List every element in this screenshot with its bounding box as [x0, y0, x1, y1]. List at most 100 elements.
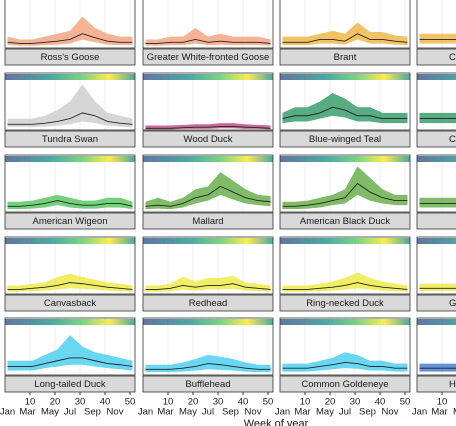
mean-line	[145, 126, 271, 129]
mean-line	[145, 283, 271, 290]
confidence-band	[145, 28, 271, 46]
observation-strip	[5, 156, 135, 162]
strip-label: Canvasback	[44, 298, 97, 309]
x-tick-label: 10	[25, 397, 36, 408]
panel-border	[416, 236, 456, 295]
panel-border	[279, 236, 411, 295]
panel-border	[142, 0, 274, 49]
x-tick-label: 40	[375, 397, 386, 408]
strip-label: C	[449, 52, 456, 63]
confidence-band	[7, 335, 133, 371]
strip-label: Tundra Swan	[42, 134, 98, 145]
strip-label: Ross's Goose	[41, 52, 100, 63]
month-tick-label: Jan	[0, 407, 15, 418]
confidence-band	[282, 272, 408, 292]
month-tick-label: Jul	[202, 407, 214, 418]
strip-label: Long-tailed Duck	[34, 379, 106, 390]
x-tick-label: 40	[238, 397, 249, 408]
strip	[416, 375, 456, 393]
strip	[416, 212, 456, 230]
strip-label: Mallard	[192, 216, 223, 227]
panel-border	[279, 0, 411, 49]
panel-border	[142, 236, 274, 295]
mean-line	[282, 362, 408, 369]
x-tick-label: 30	[350, 397, 361, 408]
mean-line	[7, 357, 133, 367]
month-tick-label: Mar	[431, 407, 447, 418]
observation-strip	[417, 238, 456, 244]
strip-label: C	[449, 134, 456, 145]
strip-label: Blue-winged Teal	[309, 134, 381, 145]
strip	[416, 130, 456, 148]
panel-background	[143, 73, 273, 130]
panel-border	[4, 154, 136, 213]
strip	[142, 375, 274, 393]
strip	[279, 212, 411, 230]
observation-strip	[5, 319, 135, 325]
strip	[279, 294, 411, 312]
x-tick-label: 20	[188, 397, 199, 408]
observation-strip	[143, 156, 273, 162]
observation-strip	[280, 156, 410, 162]
strip-label: American Wigeon	[33, 216, 108, 227]
panel-border	[142, 317, 274, 376]
strip	[4, 130, 136, 148]
x-tick-label: 10	[300, 397, 311, 408]
panel-border	[4, 236, 136, 295]
x-tick-label: 30	[75, 397, 86, 408]
x-tick-label: 50	[263, 397, 274, 408]
observation-strip	[5, 74, 135, 80]
confidence-band	[419, 112, 456, 124]
month-tick-label: Nov	[245, 407, 262, 418]
month-tick-label: Jan	[412, 407, 427, 418]
panel-border	[279, 317, 411, 376]
confidence-band	[419, 283, 456, 292]
panel-border	[416, 72, 456, 131]
x-tick-label: 20	[50, 397, 61, 408]
month-tick-label: Mar	[157, 407, 173, 418]
strip-label: American Black Duck	[300, 216, 391, 227]
strip-label: Hoo	[449, 379, 456, 390]
observation-strip	[143, 74, 273, 80]
confidence-band	[7, 84, 133, 128]
x-tick-label: 20	[325, 397, 336, 408]
panel-border	[416, 0, 456, 49]
strip	[4, 212, 136, 230]
mean-line	[282, 106, 408, 120]
mean-line	[282, 282, 408, 290]
strip	[142, 294, 274, 312]
month-tick-label: May	[453, 407, 456, 418]
strip	[4, 375, 136, 393]
confidence-band	[7, 194, 133, 210]
mean-line	[145, 185, 271, 207]
strip-label: Bufflehead	[185, 379, 230, 390]
mean-line	[282, 33, 408, 43]
month-tick-label: Jul	[339, 407, 351, 418]
panel-border	[4, 0, 136, 49]
strip-label: Wood Duck	[184, 134, 233, 145]
mean-line	[145, 38, 271, 44]
month-tick-label: Jan	[138, 407, 153, 418]
month-tick-label: Sep	[84, 407, 101, 418]
strip	[416, 48, 456, 66]
strip	[279, 375, 411, 393]
strip	[279, 48, 411, 66]
panel-border	[279, 154, 411, 213]
month-tick-label: Sep	[359, 407, 376, 418]
observation-strip	[280, 319, 410, 325]
month-tick-label: May	[179, 407, 197, 418]
observation-strip	[280, 74, 410, 80]
mean-line	[7, 33, 133, 44]
month-tick-label: May	[316, 407, 334, 418]
observation-strip	[280, 238, 410, 244]
month-tick-label: Nov	[382, 407, 399, 418]
strip	[142, 130, 274, 148]
panel-border	[416, 317, 456, 376]
confidence-band	[282, 166, 408, 210]
x-tick-label: 50	[400, 397, 411, 408]
confidence-band	[7, 16, 133, 46]
confidence-band	[419, 363, 456, 372]
x-tick-label: 40	[100, 397, 111, 408]
strip	[142, 48, 274, 66]
month-tick-label: Jan	[275, 407, 290, 418]
